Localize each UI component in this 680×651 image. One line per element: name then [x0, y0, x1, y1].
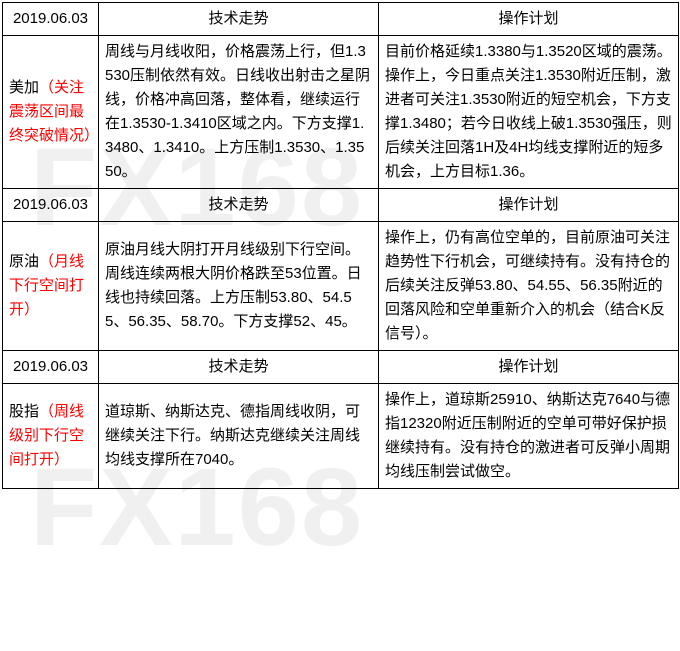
tech-cell: 原油月线大阴打开月线级别下行空间。周线连续两根大阴价格跌至53位置。日线也持续回… — [99, 222, 379, 351]
instrument-name: 美加 — [9, 79, 39, 96]
header-tech: 技术走势 — [99, 351, 379, 384]
instrument-label: 原油（月线下行空间打开） — [3, 222, 99, 351]
date-cell: 2019.06.03 — [3, 351, 99, 384]
header-tech: 技术走势 — [99, 3, 379, 36]
header-tech: 技术走势 — [99, 189, 379, 222]
instrument-name: 原油 — [9, 253, 39, 270]
instrument-label: 股指（周线级别下行空间打开） — [3, 384, 99, 489]
table-row: 2019.06.03 技术走势 操作计划 — [3, 3, 679, 36]
table-row: 股指（周线级别下行空间打开） 道琼斯、纳斯达克、德指周线收阴，可继续关注下行。纳… — [3, 384, 679, 489]
plan-cell: 目前价格延续1.3380与1.3520区域的震荡。操作上，今日重点关注1.353… — [379, 36, 679, 189]
date-cell: 2019.06.03 — [3, 189, 99, 222]
plan-cell: 操作上，仍有高位空单的，目前原油可关注趋势性下行机会，可继续持有。没有持仓的后续… — [379, 222, 679, 351]
table-row: 2019.06.03 技术走势 操作计划 — [3, 351, 679, 384]
tech-cell: 道琼斯、纳斯达克、德指周线收阴，可继续关注下行。纳斯达克继续关注周线均线支撑所在… — [99, 384, 379, 489]
instrument-label: 美加（关注震荡区间最终突破情况） — [3, 36, 99, 189]
table-row: 美加（关注震荡区间最终突破情况） 周线与月线收阳，价格震荡上行，但1.3530压… — [3, 36, 679, 189]
table-row: 2019.06.03 技术走势 操作计划 — [3, 189, 679, 222]
instrument-name: 股指 — [9, 403, 39, 420]
tech-cell: 周线与月线收阳，价格震荡上行，但1.3530压制依然有效。日线收出射击之星阴线，… — [99, 36, 379, 189]
header-plan: 操作计划 — [379, 189, 679, 222]
analysis-table: 2019.06.03 技术走势 操作计划 美加（关注震荡区间最终突破情况） 周线… — [2, 2, 679, 489]
date-cell: 2019.06.03 — [3, 3, 99, 36]
header-plan: 操作计划 — [379, 3, 679, 36]
plan-cell: 操作上，道琼斯25910、纳斯达克7640与德指12320附近压制附近的空单可带… — [379, 384, 679, 489]
header-plan: 操作计划 — [379, 351, 679, 384]
table-row: 原油（月线下行空间打开） 原油月线大阴打开月线级别下行空间。周线连续两根大阴价格… — [3, 222, 679, 351]
